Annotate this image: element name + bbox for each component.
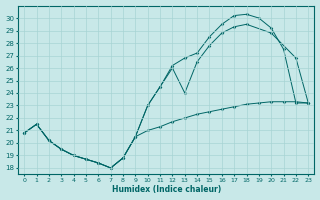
X-axis label: Humidex (Indice chaleur): Humidex (Indice chaleur) xyxy=(112,185,221,194)
